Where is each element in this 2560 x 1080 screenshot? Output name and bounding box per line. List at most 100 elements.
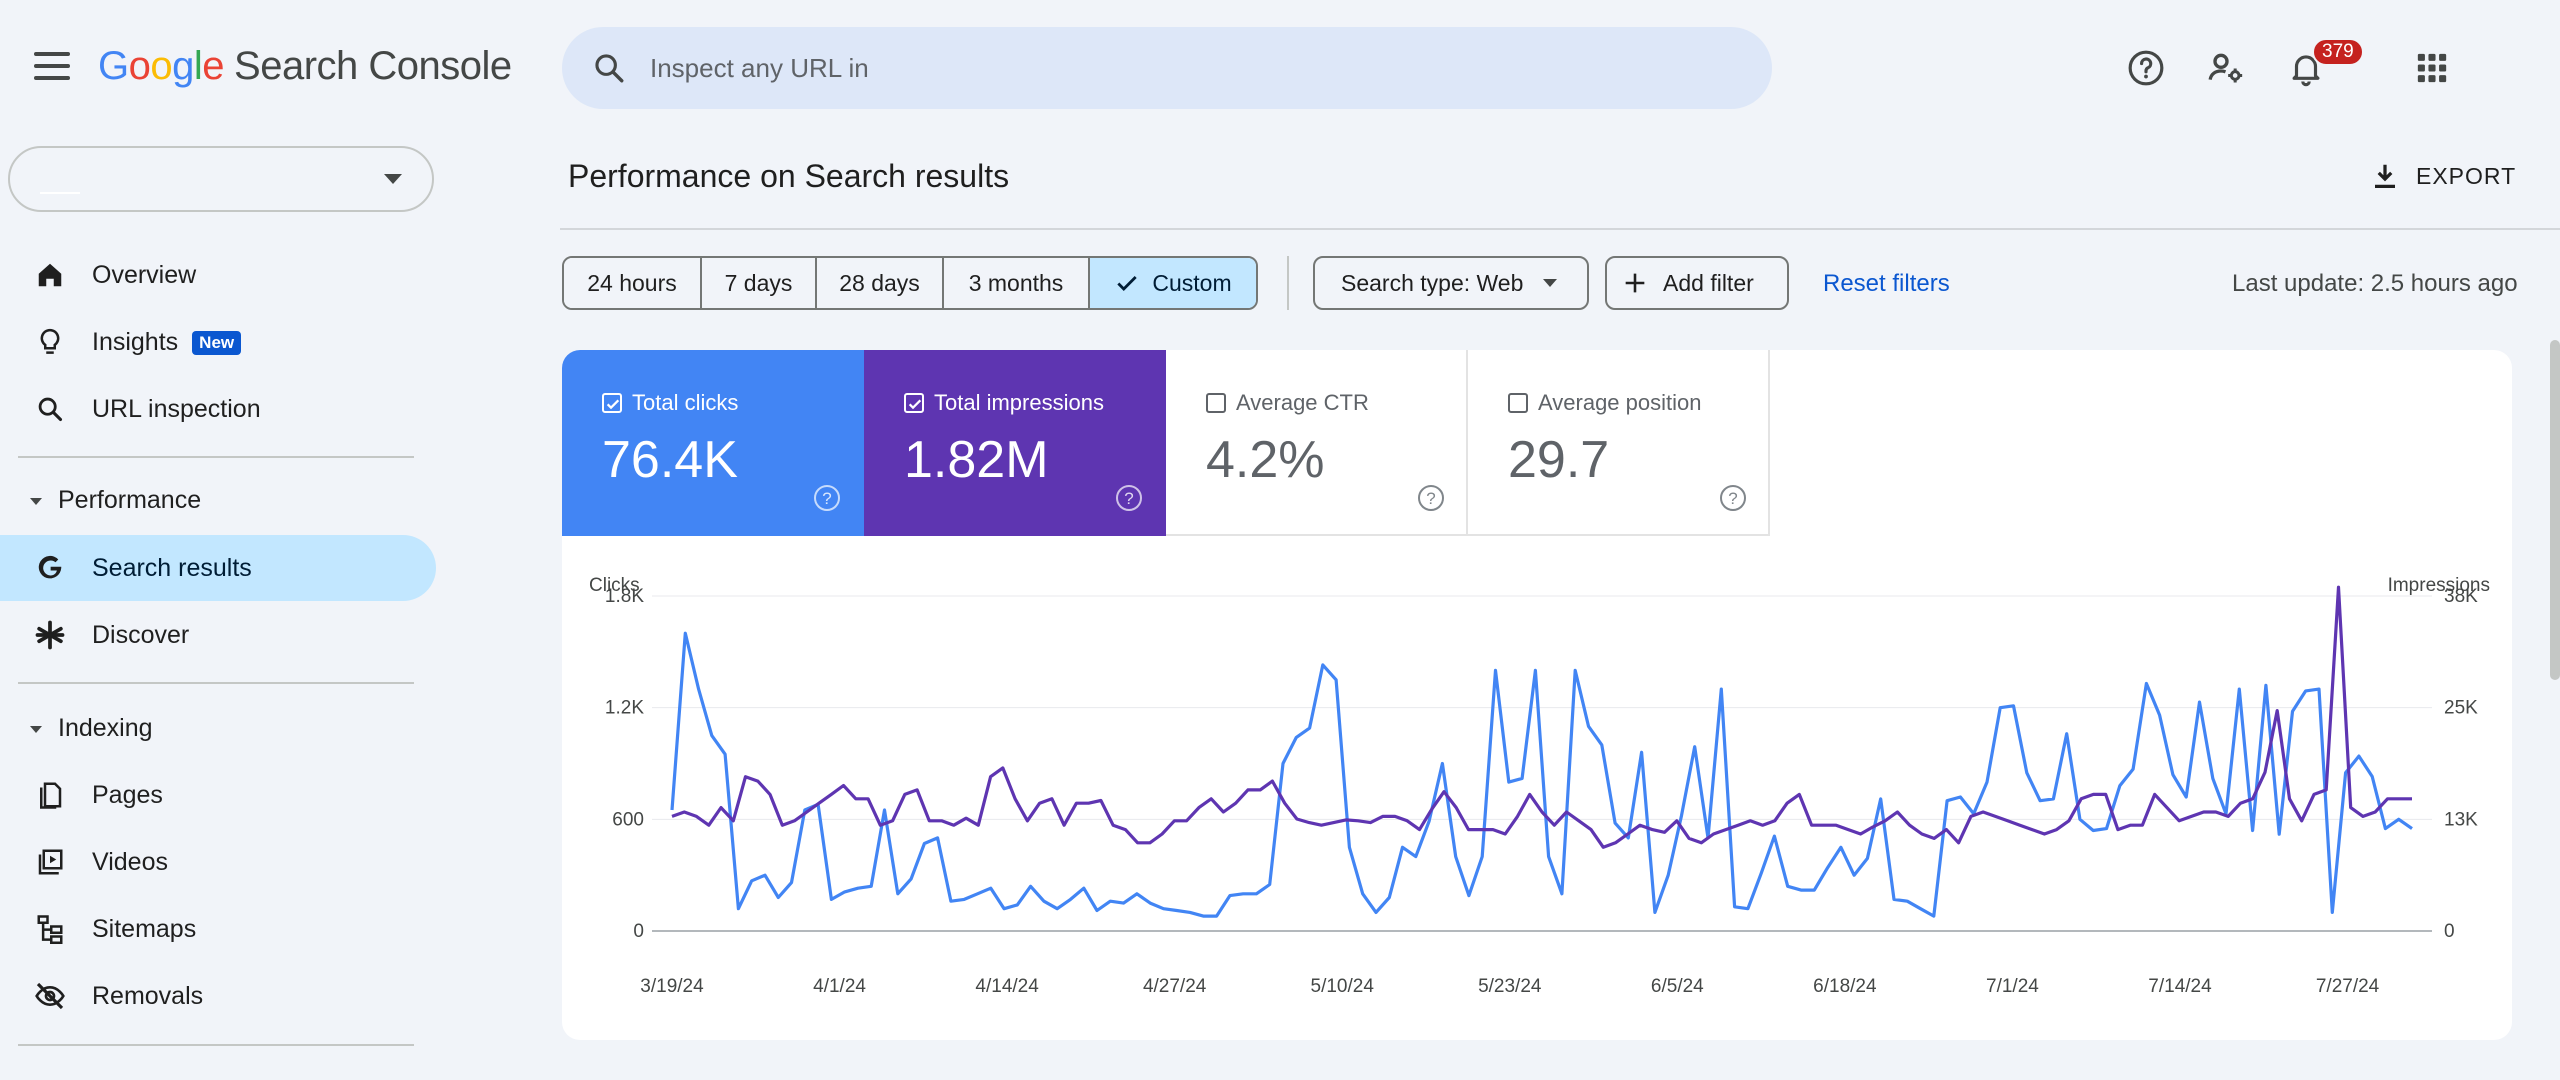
x-axis-tick: 5/10/24 [1311, 976, 1375, 997]
checkbox-unchecked-icon[interactable] [1508, 393, 1528, 413]
sidebar-section-indexing[interactable]: Indexing [0, 700, 436, 756]
add-filter-label: Add filter [1663, 269, 1754, 296]
sidebar-item-pages[interactable]: Pages [0, 762, 436, 828]
apps-grid-icon[interactable] [2408, 44, 2456, 92]
pages-icon [34, 779, 66, 811]
date-range-24-hours[interactable]: 24 hours [564, 258, 702, 308]
left-axis-tick: 1.8K [605, 586, 644, 607]
sidebar-item-url-inspection[interactable]: URL inspection [0, 376, 436, 442]
property-value [40, 168, 80, 194]
export-label: EXPORT [2416, 162, 2517, 189]
sidebar-item-label: Insights [92, 327, 179, 356]
sidebar-item-label: Search results [92, 553, 252, 582]
metric-total-clicks[interactable]: Total clicks 76.4K ? [562, 350, 864, 536]
x-axis-tick: 7/1/24 [1986, 976, 2039, 997]
date-range-28-days[interactable]: 28 days [817, 258, 944, 308]
help-icon[interactable]: ? [814, 485, 840, 511]
chart-svg: 1.8K 38K 1.2K 25K 600 13K 0 0 3/19/24 4/1/24 4/14/… [605, 585, 2478, 997]
date-range-label: Custom [1152, 269, 1232, 296]
x-axis-tick: 3/19/24 [640, 976, 704, 997]
sidebar-item-label: Discover [92, 620, 190, 649]
help-icon[interactable] [2122, 44, 2170, 92]
checkbox-checked-icon[interactable] [904, 393, 924, 413]
logo-letter: G [98, 44, 129, 88]
metric-label: Total clicks [632, 390, 739, 415]
manage-users-icon[interactable] [2202, 44, 2250, 92]
right-axis-title: Impressions [2387, 575, 2490, 596]
sidebar-item-videos[interactable]: Videos [0, 829, 436, 895]
x-axis-tick: 6/18/24 [1813, 976, 1877, 997]
sidebar-item-label: URL inspection [92, 394, 261, 423]
checkbox-unchecked-icon[interactable] [1206, 393, 1226, 413]
sidebar-item-overview[interactable]: Overview [0, 242, 436, 308]
search-icon [34, 393, 66, 425]
metric-value: 29.7 [1508, 431, 1610, 489]
metric-label: Average CTR [1236, 390, 1369, 415]
logo-letter: o [128, 44, 151, 88]
date-range-3-months[interactable]: 3 months [944, 258, 1090, 308]
search-type-dropdown[interactable]: Search type: Web [1313, 256, 1589, 310]
left-axis-tick: 0 [633, 921, 644, 942]
home-icon [34, 259, 66, 291]
sidebar-item-removals[interactable]: Removals [0, 963, 436, 1029]
check-icon [1117, 276, 1138, 291]
help-icon[interactable]: ? [1720, 485, 1746, 511]
x-axis-tick: 4/27/24 [1143, 976, 1207, 997]
add-filter-button[interactable]: Add filter [1605, 256, 1789, 310]
property-selector[interactable] [8, 146, 434, 212]
date-range-custom[interactable]: Custom [1090, 258, 1256, 308]
plus-icon [1625, 273, 1645, 293]
sidebar-item-discover[interactable]: Discover [0, 602, 436, 668]
date-range-label: 3 months [968, 269, 1064, 296]
section-label: Performance [58, 486, 202, 514]
x-axis-tick: 6/5/24 [1651, 976, 1704, 997]
sidebar-section-performance[interactable]: Performance [0, 472, 436, 528]
logo-product-name: Search Console [234, 44, 512, 88]
metric-average-ctr[interactable]: Average CTR 4.2% ? [1166, 350, 1468, 536]
sidebar-item-sitemaps[interactable]: Sitemaps [0, 896, 436, 962]
metric-value: 4.2% [1206, 431, 1325, 489]
lightbulb-icon [34, 326, 66, 358]
url-inspect-search-bar[interactable] [562, 27, 1772, 109]
sidebar-item-search-results[interactable]: Search results [0, 535, 436, 601]
right-axis-tick: 25K [2444, 698, 2478, 719]
caret-down-icon [30, 726, 42, 733]
left-axis-title: Clicks [589, 575, 640, 596]
date-range-selector: 24 hours 7 days 28 days 3 months Custom [562, 256, 1258, 310]
left-axis-tick: 1.2K [605, 698, 644, 719]
x-axis-tick: 7/14/24 [2148, 976, 2212, 997]
metric-total-impressions[interactable]: Total impressions 1.82M ? [864, 350, 1166, 536]
url-inspect-input[interactable] [650, 52, 1550, 84]
date-range-label: 28 days [839, 269, 920, 296]
help-icon[interactable]: ? [1116, 485, 1142, 511]
google-g-icon [34, 552, 66, 584]
sidebar-divider [18, 682, 414, 684]
sidebar-item-label: Overview [92, 260, 197, 289]
menu-icon[interactable] [34, 52, 70, 80]
sidebar-item-label-wrap: Insights New [92, 327, 242, 357]
right-axis-tick: 0 [2444, 921, 2455, 942]
series-line-impressions [671, 585, 2412, 849]
chevron-down-icon [1543, 279, 1558, 287]
sidebar-item-insights[interactable]: Insights New [0, 309, 436, 375]
metric-label: Average position [1538, 390, 1702, 415]
metric-average-position[interactable]: Average position 29.7 ? [1468, 350, 1770, 536]
scrollbar-thumb[interactable] [2550, 340, 2560, 680]
checkbox-checked-icon[interactable] [602, 393, 622, 413]
sidebar-item-label: Pages [92, 780, 163, 809]
notification-bell-icon[interactable]: 379 [2282, 38, 2364, 92]
logo-letter: e [202, 44, 225, 88]
search-type-label: Search type: Web [1341, 269, 1524, 296]
help-icon[interactable]: ? [1418, 485, 1444, 511]
x-axis-tick: 4/14/24 [975, 976, 1039, 997]
sidebar-item-label: Sitemaps [92, 914, 197, 943]
sidebar-divider [18, 1044, 414, 1046]
reset-filters-link[interactable]: Reset filters [1823, 270, 1950, 297]
right-axis-tick: 38K [2444, 586, 2478, 607]
search-console-logo[interactable]: Google Search Console [98, 44, 512, 89]
date-range-7-days[interactable]: 7 days [702, 258, 817, 308]
export-button[interactable]: EXPORT [2370, 154, 2516, 198]
filter-separator [1287, 256, 1289, 310]
performance-card: Total clicks 76.4K ? Total impressions 1… [562, 350, 2512, 1040]
